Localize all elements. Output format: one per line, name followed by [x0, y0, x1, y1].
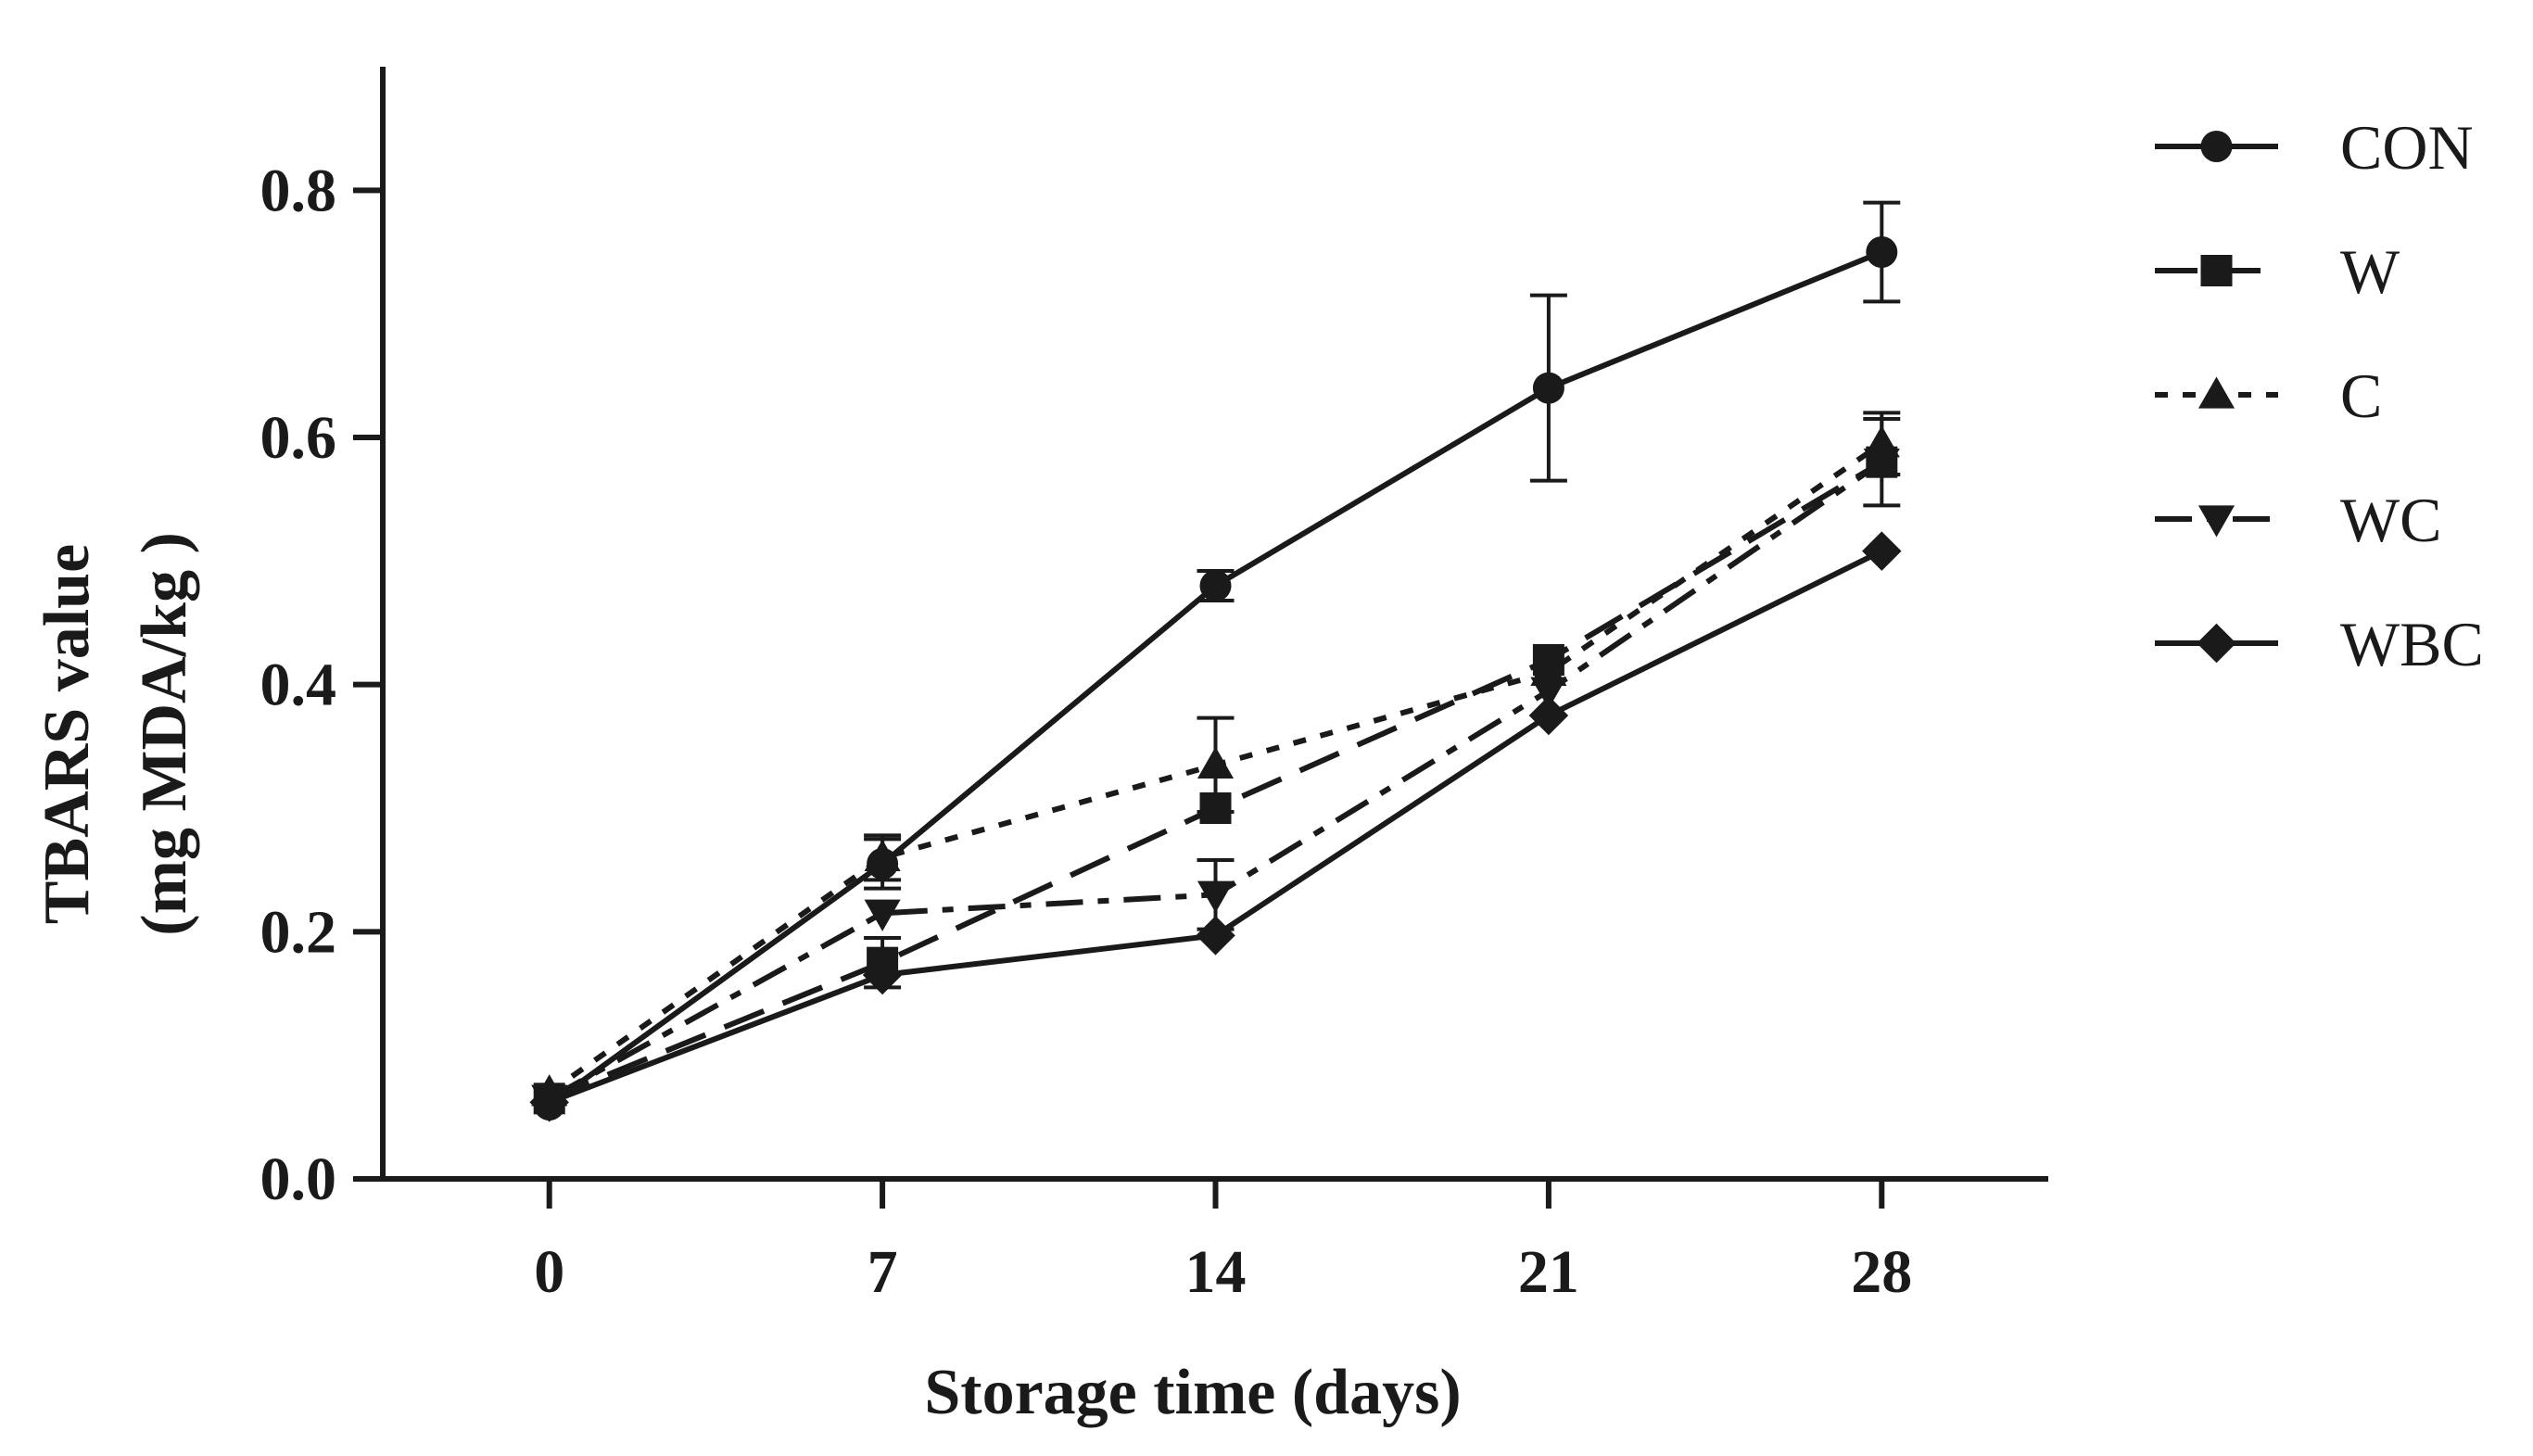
axes [353, 67, 2048, 1209]
data-point-wbc [1196, 916, 1235, 956]
y-tick-label: 0.4 [260, 652, 337, 719]
legend-marker-wc [2197, 505, 2235, 538]
data-point-w [1199, 792, 1232, 824]
x-tick-label: 0 [534, 1238, 564, 1306]
legend-label-c: C [2340, 361, 2382, 431]
x-tick-label: 28 [1851, 1238, 1912, 1306]
data-point-c [1197, 746, 1235, 779]
legend: CON WC WC WBC [2155, 112, 2484, 679]
legend-label-wbc: WBC [2340, 609, 2484, 679]
data-point-wbc [862, 955, 903, 995]
y-axis-title-line2: (mg MDA/kg ) [129, 532, 200, 935]
error-bars [864, 200, 1901, 990]
data-point-wc [1197, 880, 1235, 913]
legend-marker-c [2197, 376, 2235, 409]
data-point-con [1866, 236, 1898, 268]
y-tick-label: 0.0 [260, 1146, 337, 1213]
data-point-wc [1863, 449, 1900, 481]
y-tick-label: 0.6 [260, 404, 337, 472]
y-tick-label: 0.8 [260, 157, 337, 224]
data-point-wc [864, 899, 901, 931]
data-point-wc [1530, 677, 1567, 709]
data-point-wbc [529, 1083, 569, 1122]
series-lines [547, 249, 1883, 1108]
data-point-c [864, 839, 901, 871]
x-tick-label: 14 [1185, 1238, 1247, 1306]
x-tick-label: 7 [868, 1238, 898, 1306]
tick-labels: 0.0 0.2 0.4 0.6 0.8 0 7 14 21 28 [260, 157, 1913, 1306]
legend-label-w: W [2340, 236, 2400, 307]
legend-marker-con [2200, 131, 2233, 162]
y-axis-title-line1: TBARS value [32, 544, 103, 924]
series-line-con [547, 249, 1883, 1108]
legend-label-con: CON [2340, 112, 2474, 183]
legend-label-wc: WC [2340, 485, 2442, 555]
data-point-wbc [1862, 531, 1902, 571]
data-point-con [1199, 570, 1232, 601]
x-axis-title: Storage time (days) [924, 1357, 1461, 1428]
markers [529, 236, 1902, 1122]
y-tick-label: 0.2 [260, 898, 337, 966]
data-point-wbc [1528, 695, 1569, 736]
legend-marker-wbc [2197, 623, 2236, 664]
x-tick-label: 21 [1518, 1238, 1579, 1306]
legend-marker-w [2200, 255, 2233, 286]
data-point-con [1532, 372, 1564, 404]
